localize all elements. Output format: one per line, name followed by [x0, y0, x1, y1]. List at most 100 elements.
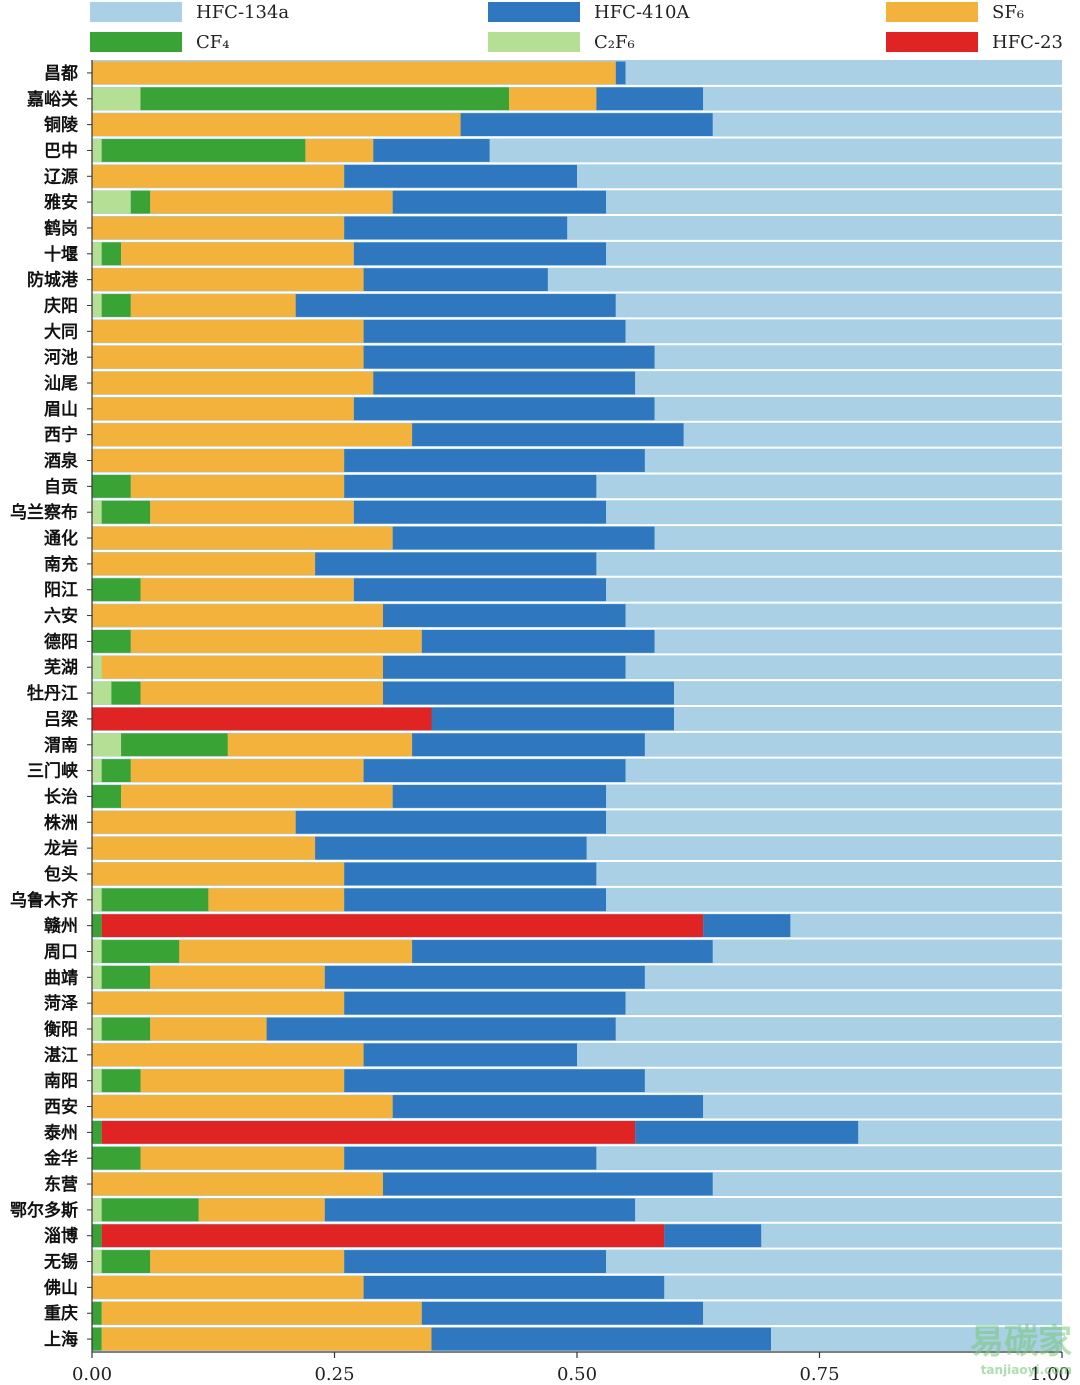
bar-segment — [92, 190, 131, 214]
bar-segment — [703, 914, 791, 938]
bar-group — [92, 139, 1062, 165]
legend-label: HFC-410A — [594, 2, 690, 23]
x-tick-label: 0.50 — [557, 1364, 597, 1385]
bar-segment — [92, 113, 461, 137]
y-tick-label: 大同 — [44, 321, 78, 342]
y-tick-label: 南充 — [44, 554, 78, 575]
bar-segment — [586, 836, 1062, 860]
bar-segment — [344, 991, 626, 1015]
watermark-logo: 易碳家 tanjiaoyi.com — [970, 1314, 1072, 1377]
bar-segment — [150, 1017, 267, 1041]
bar-group — [92, 1146, 1062, 1173]
bar-segment — [712, 940, 1062, 963]
bar-segment — [92, 681, 112, 705]
bar-group — [92, 991, 1062, 1018]
bar-group — [92, 733, 1062, 759]
y-tick-label: 泰州 — [44, 1122, 78, 1143]
bar-segment — [606, 242, 1062, 266]
bar-segment — [101, 1250, 151, 1273]
bar-segment — [771, 1327, 1062, 1351]
legend-label: SF₆ — [992, 2, 1024, 23]
legend-item: HFC-23 — [886, 32, 1063, 53]
legend: HFC-134a HFC-410A SF₆ CF₄ C₂F₆ HFC-23 — [90, 2, 1063, 53]
legend-label: HFC-134a — [196, 2, 289, 23]
bar-segment — [363, 1043, 577, 1067]
bar-group — [92, 1275, 1062, 1302]
bar-segment — [489, 139, 1062, 162]
bar-segment — [101, 1069, 141, 1093]
y-tick-label: 自贡 — [44, 476, 78, 497]
bar-segment — [392, 526, 655, 550]
bar-group — [92, 345, 1062, 372]
bar-segment — [625, 655, 1062, 679]
legend-swatch — [90, 32, 182, 52]
bar-segment — [130, 474, 345, 498]
bar-segment — [421, 629, 655, 653]
bar-group — [92, 474, 1062, 501]
bar-segment — [353, 500, 607, 524]
bar-segment — [179, 940, 413, 963]
bar-segment — [198, 1198, 325, 1222]
bar-segment — [92, 655, 102, 679]
bar-segment — [92, 940, 102, 963]
y-tick-label: 汕尾 — [44, 374, 78, 394]
bar-segment — [92, 733, 122, 757]
bar-segment — [150, 1250, 345, 1273]
bar-segment — [644, 449, 1062, 472]
bar-group — [92, 242, 1062, 268]
bar-segment — [683, 423, 1062, 447]
x-tick-label: 1.00 — [1030, 1364, 1070, 1385]
bar-segment — [644, 965, 1062, 989]
bar-segment — [412, 733, 645, 757]
y-tick-label: 无锡 — [43, 1252, 78, 1273]
bar-segment — [596, 1146, 1062, 1170]
y-axis: 昌都嘉峪关铜陵巴中辽源雅安鹤岗十堰防城港庆阳大同河池汕尾眉山西宁酒泉自贡乌兰察布… — [10, 60, 93, 1352]
y-tick-label: 衡阳 — [44, 1019, 78, 1040]
y-tick-label: 周口 — [44, 942, 78, 962]
bar-segment — [615, 61, 626, 85]
legend-label: HFC-23 — [992, 32, 1063, 53]
bar-segment — [344, 1069, 645, 1093]
y-tick-label: 昌都 — [44, 63, 78, 84]
bar-segment — [92, 836, 316, 860]
bar-segment — [150, 965, 325, 989]
bar-segment — [625, 991, 1062, 1015]
bar-group — [92, 526, 1062, 552]
watermark-subtext: tanjiaoyi.com — [980, 1363, 1072, 1377]
bar-segment — [101, 139, 306, 162]
bar-segment — [761, 1224, 1062, 1248]
bar-group — [92, 785, 1062, 811]
bar-group — [92, 294, 1062, 320]
bar-segment — [101, 940, 180, 963]
bar-segment — [140, 681, 383, 705]
bar-segment — [92, 61, 616, 85]
bar-segment — [421, 1301, 704, 1325]
y-tick-label: 辽源 — [44, 166, 78, 187]
y-tick-label: 株洲 — [44, 812, 78, 833]
bar-segment — [121, 733, 228, 757]
bar-segment — [654, 345, 1062, 369]
bar-segment — [92, 1275, 364, 1299]
bar-segment — [92, 759, 102, 783]
bar-group — [92, 1250, 1062, 1276]
bar-segment — [92, 1250, 102, 1273]
bar-segment — [344, 1146, 597, 1170]
bar-segment — [392, 190, 607, 214]
bar-segment — [92, 862, 345, 886]
y-tick-label: 乌鲁木齐 — [10, 890, 79, 911]
bar-group — [92, 965, 1062, 992]
x-axis: 0.00 0.25 0.50 0.75 1.00 — [72, 1351, 1070, 1385]
bar-segment — [654, 397, 1062, 421]
bar-segment — [577, 164, 1062, 188]
bar-segment — [712, 1172, 1062, 1196]
bar-segment — [121, 242, 354, 266]
bar-segment — [654, 526, 1062, 550]
bar-segment — [140, 87, 510, 111]
y-tick-label: 巴中 — [44, 140, 78, 161]
bar-group — [92, 552, 1062, 578]
bar-segment — [703, 87, 1062, 111]
bar-segment — [858, 1120, 1062, 1144]
bar-group — [92, 1327, 1062, 1353]
bar-group — [92, 113, 1062, 139]
